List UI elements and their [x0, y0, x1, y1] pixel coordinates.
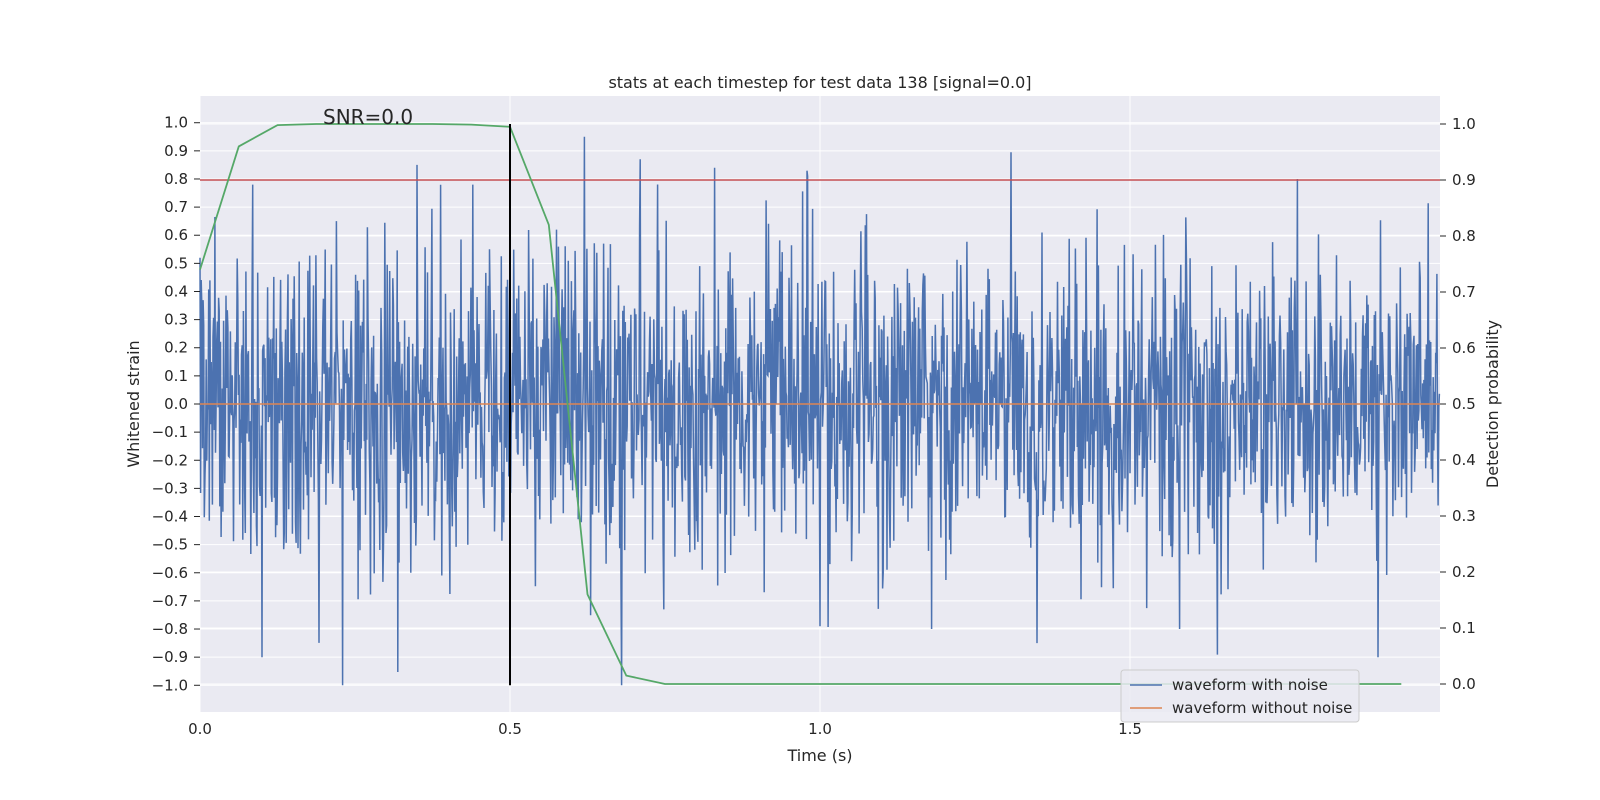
series-waveform-with-noise: [199, 136, 1441, 686]
y-tick-label: 1.0: [164, 114, 188, 132]
y-tick-label: −0.8: [152, 620, 188, 638]
snr-annotation: SNR=0.0: [323, 105, 413, 129]
y2-tick-label: 0.9: [1452, 171, 1476, 189]
y-tick-label: 0.5: [164, 254, 188, 272]
y2-tick-label: 0.8: [1452, 227, 1476, 245]
y-tick-label: −0.9: [152, 648, 188, 666]
legend-label-clean: waveform without noise: [1172, 699, 1352, 717]
chart-title: stats at each timestep for test data 138…: [608, 73, 1031, 92]
y-tick-label: 0.1: [164, 367, 188, 385]
y2-tick-label: 0.0: [1452, 675, 1476, 693]
y2-tick-label: 0.6: [1452, 339, 1476, 357]
y-tick-label: 0.6: [164, 226, 188, 244]
y-tick-label: 0.0: [164, 395, 188, 413]
y-tick-label: 0.8: [164, 170, 188, 188]
x-tick-label: 1.5: [1118, 720, 1142, 738]
y-tick-label: −0.2: [152, 451, 188, 469]
x-axis-label: Time (s): [786, 746, 852, 765]
y-tick-label: 0.9: [164, 142, 188, 160]
y2-tick-label: 0.3: [1452, 507, 1476, 525]
y-tick-label: −0.6: [152, 564, 188, 582]
y-axis-left: 1.0 0.9 0.8 0.7 0.6 0.5 0.4 0.3 0.2 0.1 0.0 −0.1 −0.…: [152, 114, 200, 694]
y-tick-label: 0.7: [164, 198, 188, 216]
legend: waveform with noise waveform without noi…: [1120, 669, 1360, 723]
y-tick-label: 0.2: [164, 339, 188, 357]
x-tick-label: 1.0: [808, 720, 832, 738]
y2-tick-label: 0.7: [1452, 283, 1476, 301]
x-tick-label: 0.5: [498, 720, 522, 738]
y2-axis-label: Detection probability: [1483, 320, 1502, 488]
y-tick-label: 0.3: [164, 311, 188, 329]
legend-box: [1120, 669, 1360, 723]
legend-label-noise: waveform with noise: [1172, 676, 1328, 694]
y-tick-label: −0.4: [152, 508, 188, 526]
x-axis: 0.0 0.5 1.0 1.5: [188, 720, 1142, 738]
y2-tick-label: 0.5: [1452, 395, 1476, 413]
y2-tick-label: 1.0: [1452, 115, 1476, 133]
y2-tick-label: 0.2: [1452, 563, 1476, 581]
y-tick-label: 0.4: [164, 282, 188, 300]
y2-tick-label: 0.4: [1452, 451, 1476, 469]
y-tick-label: −0.7: [152, 592, 188, 610]
y-tick-label: −0.1: [152, 423, 188, 441]
y-tick-label: −0.5: [152, 536, 188, 554]
y-tick-label: −0.3: [152, 479, 188, 497]
y2-tick-label: 0.1: [1452, 619, 1476, 637]
x-tick-label: 0.0: [188, 720, 212, 738]
y-axis-right: 1.0 0.9 0.8 0.7 0.6 0.5 0.4 0.3 0.2 0.1 0.0: [1440, 115, 1476, 693]
y-axis-label: Whitened strain: [124, 340, 143, 467]
y-tick-label: −1.0: [152, 676, 188, 694]
